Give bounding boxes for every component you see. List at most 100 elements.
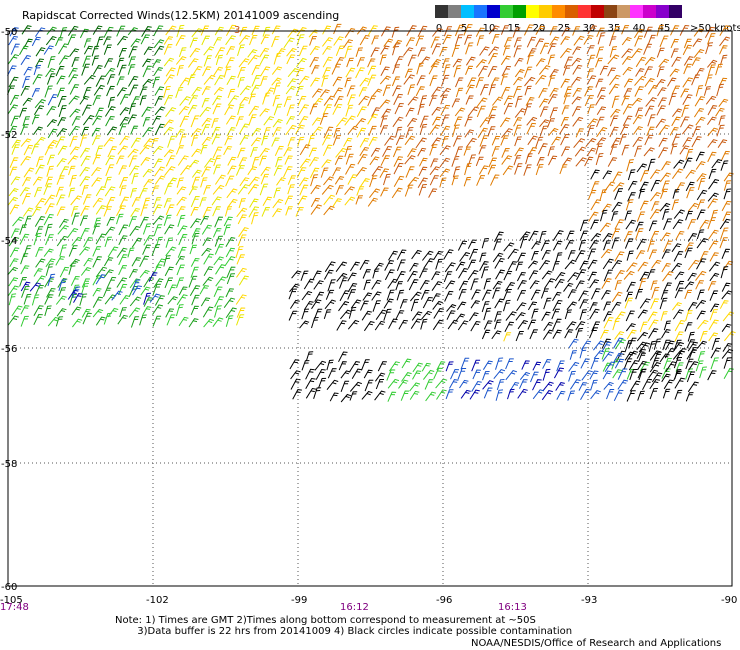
wind-barb <box>21 177 32 187</box>
wind-barb <box>131 96 140 107</box>
wind-barb <box>513 124 522 137</box>
wind-barb <box>310 184 321 195</box>
wind-barb <box>584 156 594 167</box>
wind-barb <box>386 289 395 301</box>
wind-barb <box>45 258 56 268</box>
wind-barb <box>203 55 212 67</box>
wind-barb <box>644 134 654 146</box>
wind-barb <box>661 373 671 383</box>
wind-barb <box>650 298 660 310</box>
wind-barb <box>128 155 138 168</box>
wind-barb <box>590 219 599 230</box>
wind-barb <box>622 66 633 76</box>
wind-barb <box>503 95 513 106</box>
wind-barb <box>349 261 360 272</box>
wind-barb <box>539 65 551 75</box>
wind-barb <box>235 164 245 176</box>
wind-barb <box>215 276 227 287</box>
wind-barb <box>680 88 690 98</box>
wind-barb <box>527 319 537 330</box>
wind-barb <box>401 358 412 369</box>
wind-barb <box>299 144 311 156</box>
wind-barb <box>227 156 237 166</box>
wind-barb <box>287 78 298 88</box>
wind-barb <box>211 126 221 138</box>
wind-barb <box>103 137 115 147</box>
wind-barb <box>239 177 250 187</box>
wind-barb <box>345 104 354 117</box>
wind-barb <box>35 198 46 208</box>
wind-barb <box>190 266 199 278</box>
wind-barb <box>309 36 317 46</box>
wind-barb <box>56 128 68 137</box>
wind-barb <box>562 65 571 76</box>
wind-barb <box>696 340 707 349</box>
wind-barb <box>333 23 342 35</box>
wind-barb <box>45 234 54 246</box>
wind-barb <box>601 203 612 213</box>
wind-barb <box>103 206 112 217</box>
wind-barb <box>535 164 544 176</box>
wind-barb <box>239 96 250 106</box>
wind-barb <box>634 35 644 47</box>
wind-barb <box>607 54 620 65</box>
wind-barb <box>682 124 694 135</box>
wind-barb <box>552 291 562 301</box>
wind-barb <box>35 226 44 237</box>
wind-barb <box>682 44 693 56</box>
wind-barb <box>301 360 310 371</box>
wind-barb <box>332 135 341 146</box>
wind-barb <box>69 146 80 155</box>
wind-barb <box>547 146 555 157</box>
wind-barb <box>501 155 513 165</box>
wind-barb <box>80 205 90 217</box>
wind-barb <box>465 137 477 148</box>
wind-barb <box>541 270 553 280</box>
wind-barb <box>143 234 154 246</box>
wind-barb <box>441 74 450 87</box>
wind-barb <box>611 26 621 38</box>
wind-barb <box>213 164 221 175</box>
wind-barb <box>236 254 245 265</box>
wind-barb <box>695 151 705 162</box>
wind-barb <box>471 380 482 392</box>
wind-barb <box>423 258 435 269</box>
wind-barb <box>327 368 337 379</box>
wind-barb <box>685 148 694 160</box>
wind-barb <box>260 166 271 177</box>
wind-barb <box>642 378 653 391</box>
wind-barb <box>201 166 211 178</box>
wind-barb <box>338 301 350 312</box>
wind-barb <box>322 144 333 157</box>
wind-barb <box>81 63 90 76</box>
wind-barb <box>542 358 552 369</box>
wind-barb <box>323 309 332 320</box>
longitude-label: -105 <box>0 595 23 606</box>
wind-barb <box>227 95 240 106</box>
wind-barb <box>640 170 650 182</box>
wind-barb <box>549 36 560 46</box>
wind-barb <box>525 153 533 165</box>
wind-barb <box>443 271 453 283</box>
wind-barb <box>23 215 32 227</box>
legend-color-bar <box>435 5 682 18</box>
wind-barb <box>526 36 536 48</box>
wind-barb <box>118 235 128 246</box>
wind-barb <box>617 368 628 380</box>
legend-swatch <box>474 5 487 18</box>
wind-barb <box>551 308 560 320</box>
wind-barb <box>191 28 203 38</box>
wind-barb <box>683 157 693 169</box>
wind-barb <box>248 105 260 117</box>
wind-barb <box>602 351 614 362</box>
wind-barb <box>649 209 661 220</box>
wind-barb <box>424 379 434 390</box>
wind-barb <box>46 73 56 85</box>
wind-barb <box>247 49 258 58</box>
wind-barb <box>215 264 226 275</box>
wind-barb <box>143 292 152 305</box>
legend-swatch <box>565 5 578 18</box>
wind-barb <box>327 279 336 292</box>
wind-barb <box>665 340 675 351</box>
wind-barb <box>95 75 106 87</box>
